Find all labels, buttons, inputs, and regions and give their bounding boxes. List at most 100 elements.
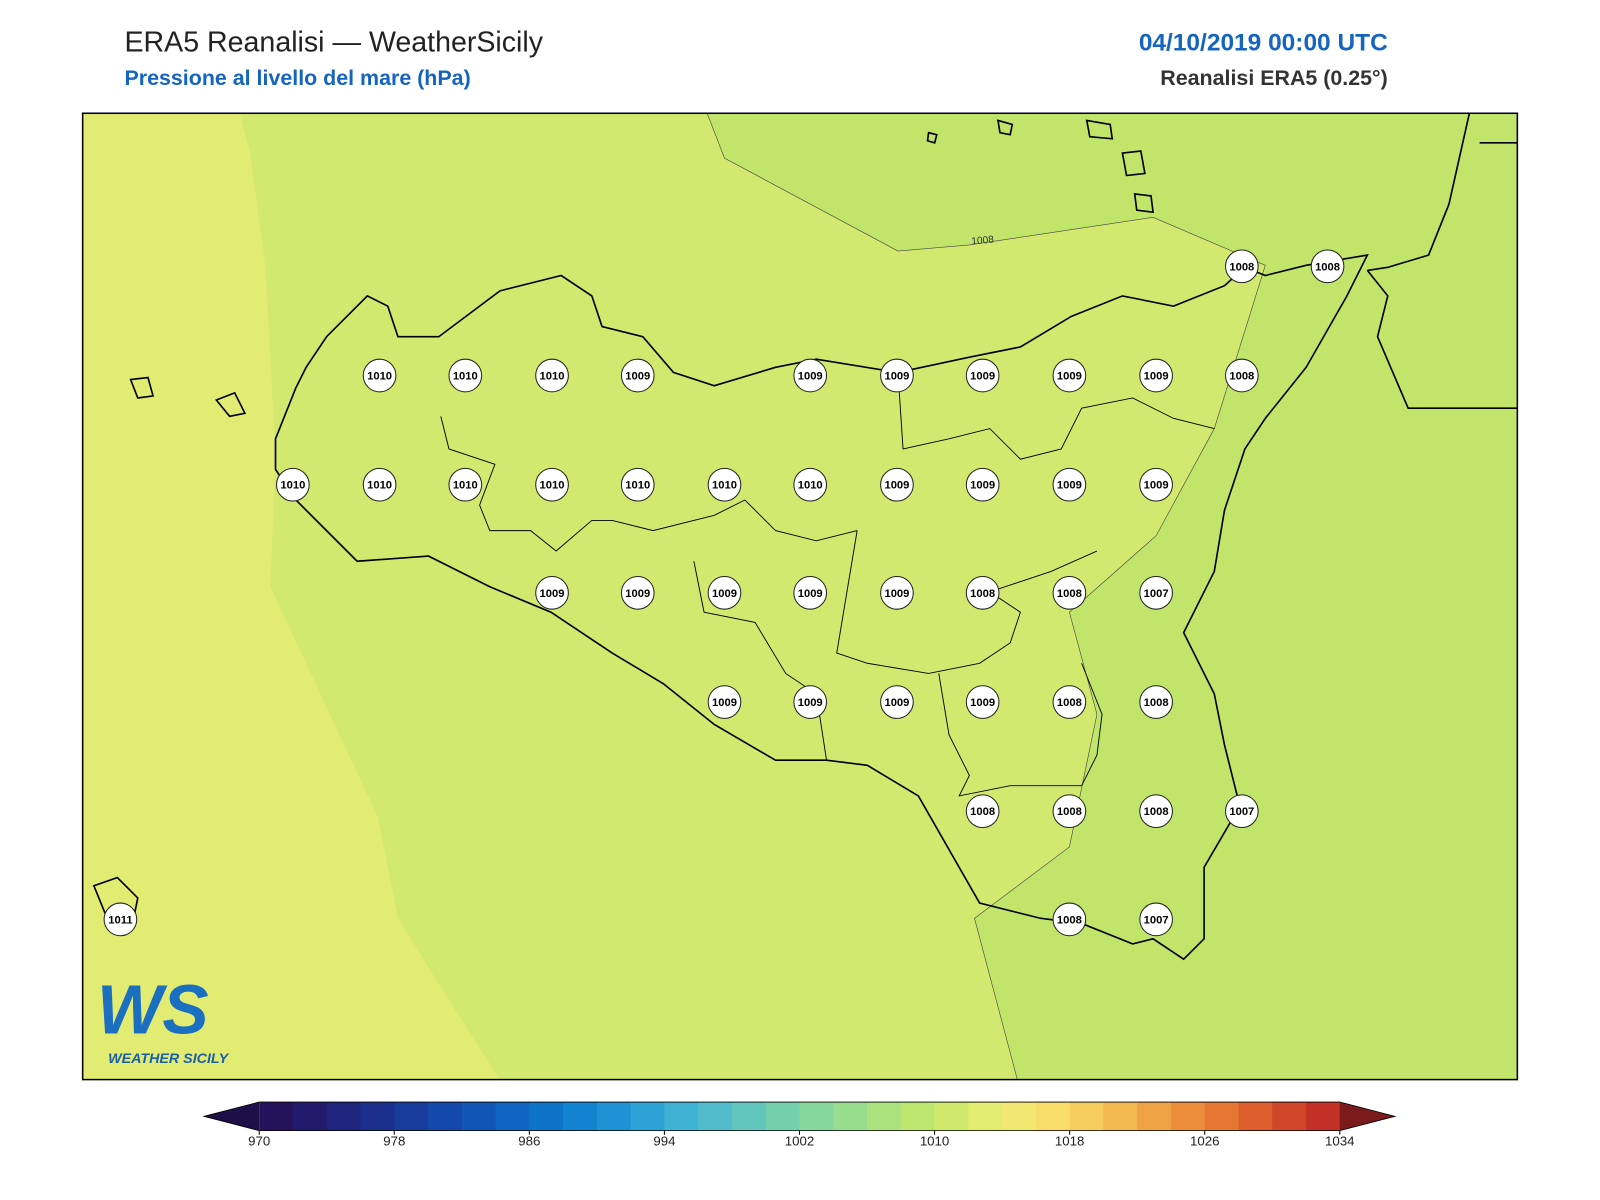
colorbar-tick-label: 1034 <box>1325 1133 1354 1148</box>
station: 1010 <box>535 358 569 393</box>
colorbar-box <box>529 1102 564 1131</box>
colorbar-extend <box>204 1102 260 1131</box>
station-marker <box>880 358 914 393</box>
station-value: 1009 <box>970 370 995 382</box>
station: 1010 <box>620 467 655 502</box>
station-value: 1008 <box>1144 697 1169 709</box>
station-marker <box>793 358 828 393</box>
map-frame <box>81 112 1519 1081</box>
station: 1008 <box>1225 249 1259 284</box>
station: 1007 <box>1139 902 1173 937</box>
contour-label: 1008 <box>971 235 995 248</box>
field-fill <box>706 113 1518 1080</box>
station-value: 1010 <box>280 480 305 492</box>
station-marker <box>965 358 1000 393</box>
station: 1010 <box>362 467 397 502</box>
station-value: 1011 <box>108 914 132 926</box>
station: 1009 <box>793 358 828 393</box>
colorbar-box <box>326 1102 362 1131</box>
station-marker <box>620 576 655 610</box>
station-marker <box>535 358 569 393</box>
colorbar-tick-label: 1010 <box>920 1133 949 1148</box>
colorbar: 970 978 986 994 1002 1010 1018 1026 1034 <box>202 1101 1397 1148</box>
colorbar-extend <box>1339 1102 1395 1131</box>
station: 1008 <box>1052 794 1087 829</box>
station-value: 1008 <box>1057 914 1082 926</box>
colorbar-box <box>259 1102 294 1131</box>
colorbar-tick-label: 986 <box>518 1133 540 1148</box>
station-value: 1009 <box>1057 480 1082 492</box>
station-value: 1009 <box>798 370 823 382</box>
station-value: 1008 <box>970 588 995 600</box>
station-value: 1009 <box>625 588 650 600</box>
station-marker <box>1052 685 1087 719</box>
station-value: 1009 <box>1144 480 1169 492</box>
station-marker <box>1225 249 1259 284</box>
station: 1007 <box>1139 576 1173 610</box>
logo-mark: WS <box>97 971 209 1049</box>
colorbar-box <box>1103 1102 1138 1131</box>
colorbar-tick-label: 978 <box>383 1133 405 1148</box>
station: 1009 <box>707 576 742 610</box>
station: 1009 <box>965 685 1000 719</box>
station-value: 1009 <box>798 697 823 709</box>
title: ERA5 Reanalisi — WeatherSicily <box>124 26 543 58</box>
station-marker <box>1052 576 1087 610</box>
station-value: 1010 <box>453 480 478 492</box>
station-value: 1009 <box>540 588 565 600</box>
colorbar-tick-label: 1018 <box>1055 1133 1084 1148</box>
station-marker <box>707 467 742 502</box>
datetime: 04/10/2019 00:00 UTC <box>1139 29 1388 56</box>
station: 1008 <box>1225 358 1259 393</box>
colorbar-box <box>1002 1102 1037 1131</box>
station-marker <box>793 467 828 502</box>
station-value: 1009 <box>625 370 650 382</box>
station-value: 1009 <box>884 480 909 492</box>
colorbar-box <box>731 1102 767 1131</box>
station: 1009 <box>1052 467 1087 502</box>
station: 1010 <box>707 467 742 502</box>
colorbar-box <box>833 1102 868 1131</box>
station-marker <box>1139 794 1173 829</box>
colorbar-box <box>1170 1102 1206 1131</box>
logo: WS WEATHER SICILY <box>97 971 230 1067</box>
station-marker <box>965 467 1000 502</box>
colorbar-box <box>698 1102 733 1131</box>
station-marker <box>707 685 742 719</box>
station-value: 1010 <box>798 480 823 492</box>
station-marker <box>1139 358 1173 393</box>
station-marker <box>1052 358 1087 393</box>
station-marker <box>1052 467 1087 502</box>
station: 1008 <box>1052 902 1087 937</box>
colorbar-box <box>1306 1102 1341 1131</box>
colorbar-box <box>630 1102 665 1131</box>
station-value: 1009 <box>884 588 909 600</box>
colorbar-box <box>394 1102 429 1131</box>
colorbar-tick-label: 1026 <box>1190 1133 1219 1148</box>
station-marker <box>1139 576 1173 610</box>
station-marker <box>880 576 914 610</box>
station: 1009 <box>793 576 828 610</box>
colorbar-box <box>934 1102 969 1131</box>
station-value: 1007 <box>1144 588 1169 600</box>
station: 1009 <box>1052 358 1087 393</box>
colorbar-box <box>867 1102 902 1131</box>
station-marker <box>965 794 1000 829</box>
station: 1009 <box>880 685 914 719</box>
colorbar-box <box>765 1102 800 1131</box>
station-value: 1009 <box>1144 370 1169 382</box>
station-marker <box>620 358 655 393</box>
colorbar-box <box>799 1102 834 1131</box>
subtitle: Pressione al livello del mare (hPa) <box>124 66 470 90</box>
station: 1010 <box>448 467 483 502</box>
station: 1009 <box>793 685 828 719</box>
station-marker <box>793 576 828 610</box>
station-marker <box>880 685 914 719</box>
station-value: 1010 <box>540 370 565 382</box>
colorbar-box <box>1238 1102 1273 1131</box>
station-value: 1008 <box>970 806 995 818</box>
station-value: 1008 <box>1057 697 1082 709</box>
colorbar-box <box>596 1102 632 1131</box>
station: 1008 <box>1052 685 1087 719</box>
station-marker <box>793 685 828 719</box>
